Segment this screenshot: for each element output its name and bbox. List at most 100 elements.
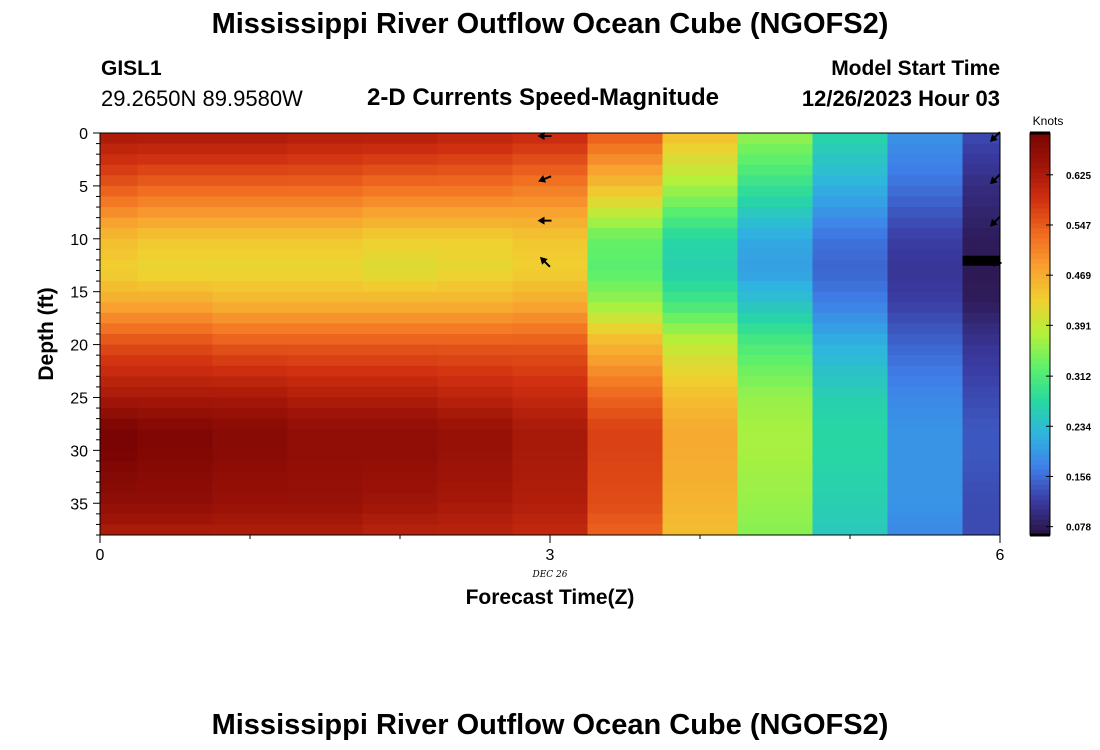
heatmap-cell: [137, 185, 214, 198]
heatmap-cell: [100, 439, 139, 451]
colorbar-swatch: [1030, 359, 1050, 365]
heatmap-cell: [100, 355, 139, 367]
heatmap-cell: [287, 482, 364, 494]
heatmap-cell: [812, 386, 889, 399]
heatmap-cell: [737, 207, 814, 219]
heatmap-cell: [100, 175, 139, 187]
heatmap-cell: [362, 196, 439, 208]
heatmap-cell: [737, 133, 814, 145]
heatmap-cell: [100, 281, 139, 293]
heatmap-cell: [962, 376, 1000, 388]
heatmap-cell: [662, 344, 739, 356]
heatmap-cell: [287, 281, 364, 293]
colorbar-swatch: [1030, 288, 1050, 295]
heatmap-cell: [737, 460, 814, 473]
station-id: GISL1: [101, 57, 162, 80]
heatmap-cell: [137, 175, 214, 187]
colorbar-swatch: [1030, 168, 1050, 174]
colorbar-swatch: [1030, 439, 1050, 446]
heatmap-cell: [512, 323, 589, 335]
heatmap-cell: [962, 291, 1000, 303]
y-tick-label: 5: [79, 179, 88, 196]
heatmap-cell: [662, 207, 739, 219]
heatmap-cell: [512, 450, 589, 462]
colorbar-swatch: [1030, 173, 1050, 179]
heatmap-cell: [512, 143, 589, 155]
heatmap-cell: [287, 503, 364, 515]
colorbar-swatch: [1030, 449, 1050, 456]
heatmap-cell: [812, 249, 889, 261]
heatmap-cell: [887, 281, 964, 293]
colorbar-swatch: [1030, 494, 1050, 501]
heatmap-cell: [662, 418, 739, 430]
heatmap-cell: [887, 302, 964, 314]
heatmap-cell: [212, 386, 289, 399]
heatmap-cell: [587, 334, 664, 346]
heatmap-cell: [137, 408, 214, 420]
heatmap-cell: [212, 323, 289, 335]
chart-title: Mississippi River Outflow Ocean Cube (NG…: [211, 8, 889, 40]
heatmap-cell: [137, 344, 214, 356]
heatmap-cell: [362, 249, 439, 261]
heatmap-cell: [137, 397, 214, 409]
heatmap-cell: [437, 133, 514, 145]
colorbar-swatch: [1030, 248, 1050, 255]
heatmap-cell: [587, 185, 664, 198]
colorbar-swatch: [1030, 203, 1050, 209]
heatmap-cell: [662, 302, 739, 314]
colorbar-swatch: [1030, 163, 1050, 169]
heatmap-cell: [137, 164, 214, 176]
heatmap-cell: [362, 302, 439, 314]
heatmap-cell: [587, 323, 664, 335]
heatmap-cell: [137, 228, 214, 240]
heatmap-cell: [662, 281, 739, 293]
heatmap-cell: [962, 355, 1000, 367]
heatmap-cell: [212, 217, 289, 229]
heatmap-cell: [100, 524, 139, 535]
heatmap-cell: [287, 471, 364, 483]
heatmap-cell: [887, 291, 964, 303]
heatmap-cell: [137, 355, 214, 367]
heatmap-cell: [437, 196, 514, 208]
colorbar-swatch: [1030, 464, 1050, 471]
heatmap-cell: [887, 323, 964, 335]
heatmap-cell: [887, 524, 964, 535]
y-axis-label: Depth (ft): [35, 287, 58, 380]
colorbar-tick-label: 0.625: [1066, 171, 1091, 182]
heatmap-cell: [812, 471, 889, 483]
colorbar-swatch: [1030, 253, 1050, 260]
heatmap-cell: [887, 196, 964, 208]
heatmap-cell: [737, 185, 814, 198]
heatmap-cell: [812, 281, 889, 293]
x-tick-label: 6: [996, 547, 1005, 564]
heatmap-cell: [587, 418, 664, 430]
heatmap-cell: [512, 524, 589, 535]
y-tick-label: 0: [79, 126, 88, 143]
heatmap-cell: [587, 344, 664, 356]
heatmap-cell: [662, 408, 739, 420]
heatmap-cell: [212, 175, 289, 187]
colorbar-tick-label: 0.078: [1066, 523, 1091, 534]
heatmap-cell: [887, 270, 964, 282]
heatmap-cell: [962, 418, 1000, 430]
heatmap-cell: [137, 503, 214, 515]
heatmap-cell: [662, 185, 739, 198]
heatmap-cell: [962, 471, 1000, 483]
colorbar-swatch: [1030, 344, 1050, 350]
heatmap-cell: [212, 334, 289, 346]
heatmap-cell: [212, 482, 289, 494]
heatmap-cell: [587, 312, 664, 325]
heatmap-cell: [137, 143, 214, 155]
heatmap-cell: [212, 133, 289, 145]
heatmap-cell: [887, 503, 964, 515]
y-tick-label: 15: [70, 285, 88, 302]
heatmap-cell: [437, 492, 514, 504]
heatmap-cell: [887, 429, 964, 441]
heatmap-cell: [362, 207, 439, 219]
heatmap-cell: [887, 386, 964, 399]
heatmap-cell: [587, 302, 664, 314]
heatmap-cell: [437, 524, 514, 535]
heatmap-cell: [362, 355, 439, 367]
heatmap-cell: [737, 323, 814, 335]
heatmap-cell: [287, 228, 364, 240]
